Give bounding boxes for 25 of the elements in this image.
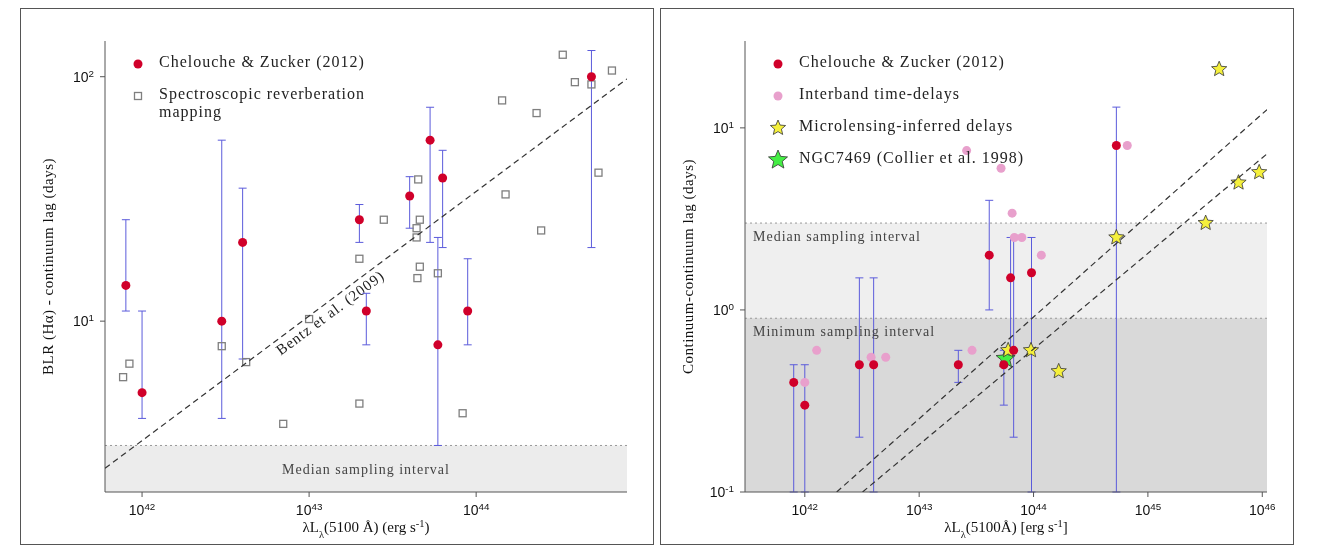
band-label: Median sampling interval — [753, 229, 921, 245]
y-tick-label: 10$^{1}$ — [712, 118, 734, 136]
x-tick-label: 10$^{43}$ — [905, 500, 933, 518]
y-tick-label: 10$^{2}$ — [72, 67, 94, 85]
legend-label: Interband time-delays — [799, 85, 960, 103]
y-axis-title: BLR (Hα) - continuum lag (days) — [40, 157, 57, 376]
x-axis-title: λL$_{λ}$(5100 Å) (erg s$^{-1}$) — [302, 517, 430, 540]
x-axis-title: λL$_{λ}$(5100Å) [erg s$^{-1}$] — [944, 517, 1068, 540]
legend-label: Spectroscopic reverberation mapping — [159, 85, 367, 121]
y-tick-label: 10$^{1}$ — [72, 311, 94, 330]
band-label: Median sampling interval — [282, 461, 450, 477]
x-tick-label: 10$^{42}$ — [128, 500, 156, 518]
y-tick-label: 10$^{0}$ — [712, 300, 735, 318]
legend-label: Chelouche & Zucker (2012) — [799, 53, 1005, 71]
x-tick-label: 10$^{42}$ — [791, 500, 819, 518]
x-tick-label: 10$^{44}$ — [462, 500, 490, 518]
legend-label: NGC7469 (Collier et al. 1998) — [799, 149, 1024, 167]
y-tick-label: 10$^{-1}$ — [709, 482, 734, 500]
y-axis-title: Continuum-continuum lag (days) — [680, 159, 697, 374]
x-tick-label: 10$^{45}$ — [1134, 500, 1162, 518]
x-tick-label: 10$^{43}$ — [295, 500, 323, 518]
legend-label: Microlensing-inferred delays — [799, 117, 1014, 135]
legend-label: Chelouche & Zucker (2012) — [159, 53, 365, 71]
x-tick-label: 10$^{46}$ — [1249, 500, 1277, 518]
x-tick-label: 10$^{44}$ — [1020, 500, 1048, 518]
